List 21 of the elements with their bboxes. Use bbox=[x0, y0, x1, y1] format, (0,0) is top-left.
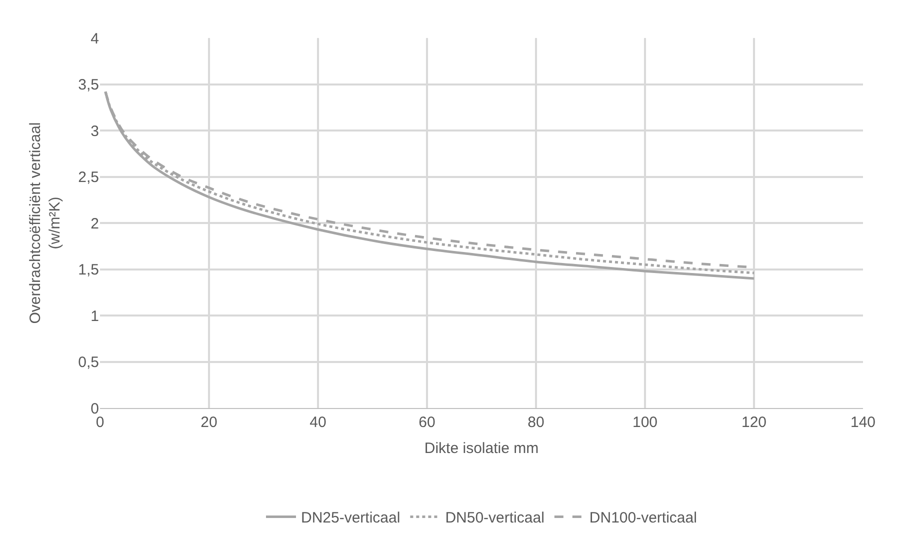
y-tick-label: 2,5 bbox=[78, 169, 99, 186]
y-tick-label: 0,5 bbox=[78, 354, 99, 371]
x-axis-title: Dikte isolatie mm bbox=[424, 440, 539, 457]
x-tick-label: 40 bbox=[310, 414, 326, 431]
y-tick-label: 3 bbox=[90, 122, 99, 140]
legend-label: DN100-verticaal bbox=[589, 510, 697, 527]
x-tick-label: 60 bbox=[418, 414, 436, 431]
x-tick-label: 80 bbox=[528, 414, 544, 431]
x-tick-label: 140 bbox=[850, 414, 876, 431]
y-tick-label: 1 bbox=[90, 308, 99, 325]
legend-label: DN25-verticaal bbox=[301, 510, 400, 527]
y-tick-label: 1,5 bbox=[78, 262, 99, 278]
x-tick-label: 100 bbox=[632, 414, 658, 431]
x-tick-label: 20 bbox=[200, 414, 218, 431]
y-tick-label: 3,5 bbox=[78, 76, 99, 94]
y-tick-label: 2 bbox=[90, 215, 99, 232]
y-tick-label: 0 bbox=[90, 400, 99, 418]
x-tick-label: 120 bbox=[741, 414, 767, 431]
legend-label: DN50-verticaal bbox=[445, 510, 544, 527]
y-axis-title: Overdrachtcoëfficiënt verticaal (w/m²K) bbox=[26, 122, 64, 324]
y-tick-label: 4 bbox=[90, 30, 99, 48]
